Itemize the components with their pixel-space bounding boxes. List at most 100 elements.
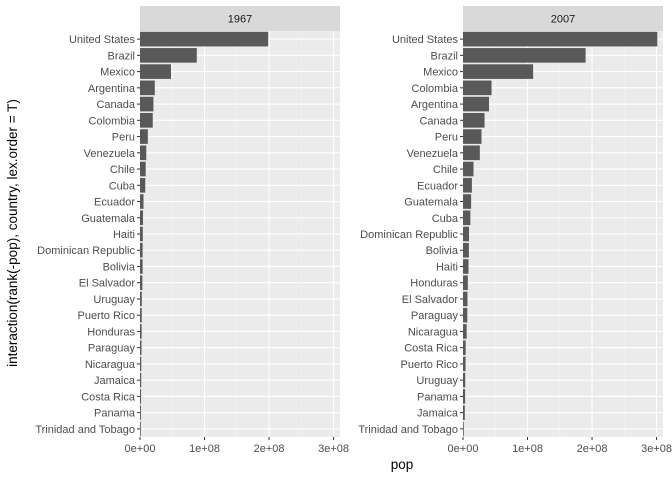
x-tick-label: 1e+08 [512,443,543,455]
bar [463,259,469,274]
bar [140,356,142,372]
y-tick-label: Nicaragua [408,326,459,338]
bar [140,31,269,47]
y-tick-label: Peru [112,132,135,144]
bar [463,31,658,47]
bar [140,177,146,193]
bar [140,129,148,144]
y-tick-label: Argentina [88,83,136,95]
bar [463,324,467,339]
bar [463,389,466,404]
facet-strip [140,6,340,31]
x-tick-label: 2e+08 [577,443,608,455]
y-tick-label: Colombia [89,115,136,127]
y-tick-label: Puerto Rico [401,359,458,371]
bar [463,291,468,307]
x-tick-label: 3e+08 [318,443,349,455]
y-tick-label: Dominican Republic [37,245,135,257]
bar [463,194,472,209]
bar [463,405,465,420]
y-tick-label: Haiti [436,261,458,273]
facet-strip-label: 1967 [228,14,252,26]
y-tick-label: Cuba [109,180,136,192]
bar [463,340,466,355]
y-tick-label: Canada [419,115,458,127]
bar [463,372,466,388]
y-tick-label: Trinidad and Tobago [358,424,458,436]
bar [140,210,144,226]
y-tick-label: Honduras [410,278,458,290]
y-tick-label: Jamaica [417,408,459,420]
facet-strip-label: 2007 [551,14,575,26]
y-tick-label: Jamaica [94,375,136,387]
y-tick-label: United States [69,34,136,46]
facet-strip [463,6,663,31]
y-tick-label: Canada [96,99,135,111]
y-tick-label: Cuba [432,213,459,225]
bar [140,405,141,420]
y-tick-label: Trinidad and Tobago [35,424,135,436]
bar [463,177,472,193]
bar [140,340,142,355]
y-tick-label: Nicaragua [85,359,136,371]
bar [463,80,492,96]
bar [140,145,147,161]
bar [140,372,142,388]
y-tick-label: Honduras [87,326,135,338]
y-tick-label: Dominican Republic [360,229,458,241]
bar [140,48,197,63]
x-tick-label: 1e+08 [189,443,220,455]
y-tick-label: Brazil [430,50,458,62]
y-tick-label: Brazil [107,50,135,62]
bar [463,96,490,112]
y-tick-label: Bolivia [103,261,136,273]
facet-1: 2007 United States Brazil Mexico Colombia Arg… [358,6,672,455]
bar [140,421,141,437]
bar [140,96,154,112]
bar [463,307,468,323]
bar [463,113,485,128]
bar [140,324,142,339]
bar [463,129,482,144]
bar [140,307,142,323]
bar [463,242,469,258]
y-tick-label: Paraguay [411,310,459,322]
y-tick-label: Venezuela [84,148,136,160]
y-tick-label: Costa Rica [404,343,459,355]
y-tick-label: Chile [110,164,135,176]
x-tick-label: 2e+08 [254,443,285,455]
y-tick-label: Panama [94,408,136,420]
x-tick-label: 0e+00 [448,443,479,455]
bar [140,226,143,242]
y-tick-label: Peru [435,132,458,144]
bar [140,242,143,258]
bar [463,210,471,226]
bar [140,194,144,209]
y-tick-label: Guatemala [404,197,459,209]
y-tick-label: Panama [417,391,459,403]
y-tick-label: Guatemala [81,213,136,225]
bar [140,113,153,128]
bar [140,275,143,291]
y-tick-label: Chile [433,164,458,176]
bar [463,145,480,161]
bar [463,421,464,437]
y-tick-label: Venezuela [407,148,459,160]
bar [140,64,171,79]
bar [463,161,474,177]
bar [140,389,142,404]
bar [463,226,470,242]
bar [463,48,586,63]
bar [140,259,143,274]
y-tick-label: Costa Rica [81,391,136,403]
y-tick-label: Uruguay [416,375,458,387]
y-tick-label: Paraguay [88,343,136,355]
bar [463,64,534,79]
x-tick-label: 3e+08 [641,443,672,455]
y-tick-label: Ecuador [94,197,135,209]
y-tick-label: Mexico [100,67,135,79]
bar [140,161,146,177]
y-tick-label: United States [392,34,459,46]
facet-0: 1967 United States Brazil Mexico Argentina Ca… [35,6,349,455]
